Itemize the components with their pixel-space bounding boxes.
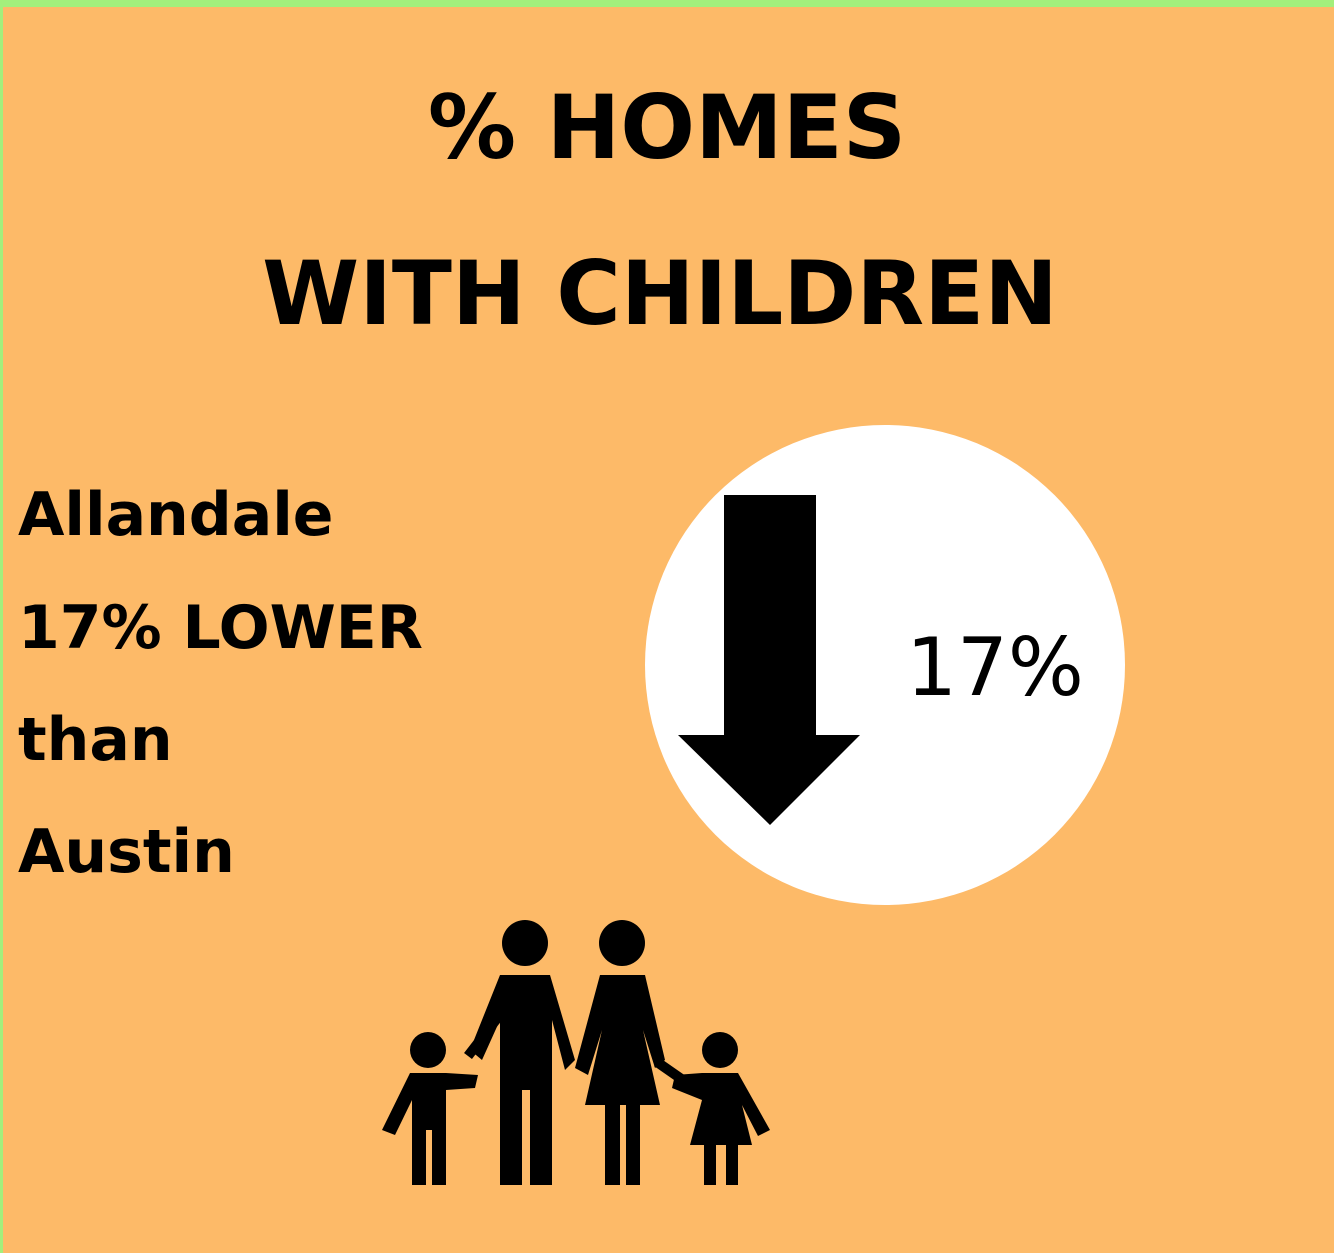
badge-value: 17% <box>906 621 1084 714</box>
left-border <box>0 0 3 1253</box>
family-icon <box>382 920 770 1185</box>
down-arrow <box>678 495 860 825</box>
description-line: Austin <box>18 817 235 887</box>
description-line: than <box>18 705 173 775</box>
description-line: 17% LOWER <box>18 593 423 663</box>
title-line: WITH CHILDREN <box>262 242 1058 345</box>
top-border <box>0 0 1334 7</box>
description-line: Allandale <box>18 480 333 550</box>
title-line: % HOMES <box>428 76 906 179</box>
